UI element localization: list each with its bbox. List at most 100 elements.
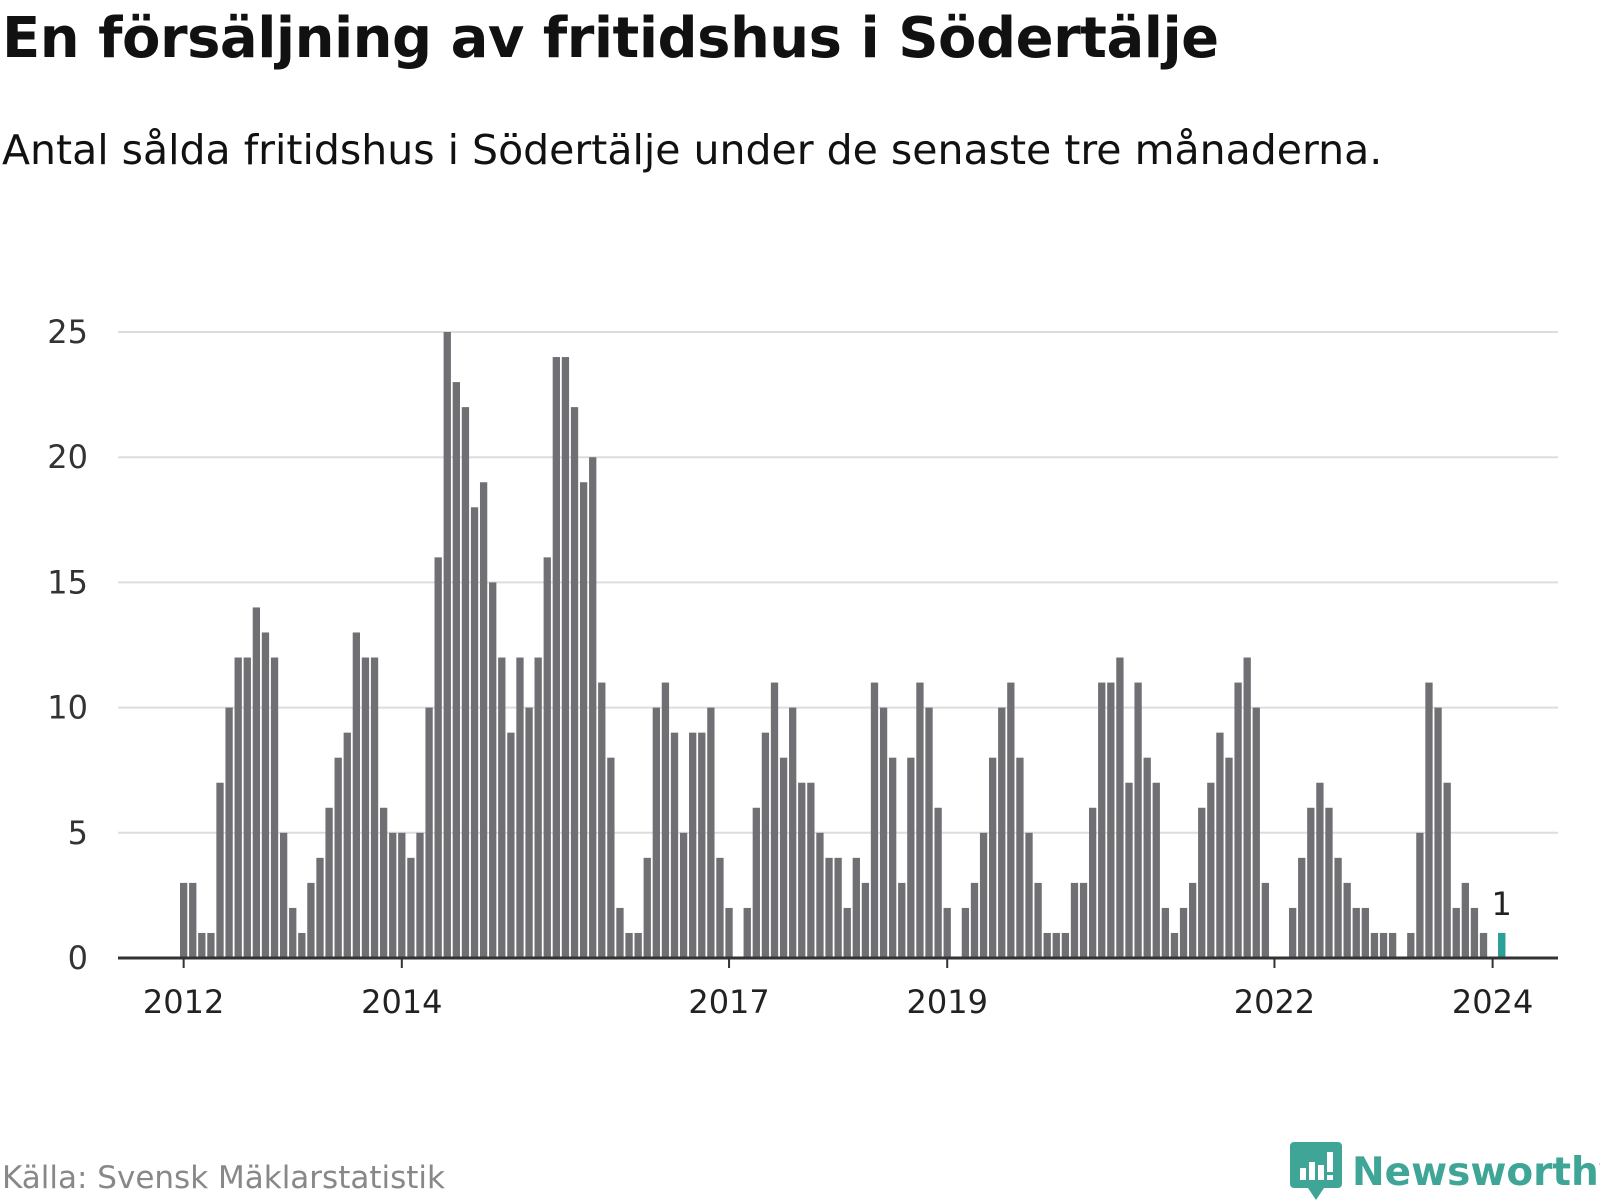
bar — [1198, 807, 1206, 958]
bar — [1443, 782, 1451, 958]
bar — [616, 907, 624, 958]
bar — [770, 682, 779, 958]
bar — [579, 482, 588, 958]
bar — [1325, 807, 1333, 958]
bar — [407, 857, 415, 958]
bar — [779, 757, 788, 958]
bar — [207, 932, 215, 958]
bar — [443, 332, 451, 958]
bar — [1052, 932, 1060, 958]
bar — [907, 757, 915, 958]
bar — [934, 807, 942, 958]
bar — [807, 782, 815, 958]
bar — [1179, 907, 1188, 958]
bar — [352, 632, 361, 958]
bar — [416, 832, 424, 958]
bar — [1361, 907, 1369, 958]
bar — [479, 482, 488, 958]
bar — [843, 907, 851, 958]
bar — [489, 582, 497, 958]
bar — [1143, 757, 1151, 958]
bar — [1388, 932, 1397, 958]
bar — [470, 507, 479, 958]
bar — [1352, 907, 1360, 958]
bar — [1007, 682, 1015, 958]
y-tick-label: 15 — [47, 563, 88, 601]
bar — [1061, 932, 1070, 958]
bar — [570, 407, 579, 958]
bar — [825, 857, 833, 958]
bar — [1425, 682, 1433, 958]
bar — [389, 832, 397, 958]
bar — [879, 707, 888, 958]
bar — [461, 407, 470, 958]
gridlines — [118, 331, 1558, 834]
bar — [816, 832, 824, 958]
bar — [1334, 857, 1342, 958]
bar — [870, 682, 879, 958]
bar — [189, 882, 197, 958]
axes — [118, 956, 1558, 968]
bar — [798, 782, 806, 958]
bar — [1152, 782, 1160, 958]
x-tick-label: 2019 — [906, 983, 987, 1021]
bar — [398, 832, 406, 958]
bar — [716, 857, 724, 958]
bar — [1370, 932, 1379, 958]
x-tick-label: 2012 — [143, 983, 224, 1021]
bars — [180, 332, 1506, 959]
bar — [1043, 932, 1051, 958]
bar — [634, 932, 642, 958]
bar — [289, 907, 297, 958]
y-tick-label: 25 — [47, 313, 88, 351]
bar — [507, 732, 515, 958]
bar — [1089, 807, 1097, 958]
bar — [307, 882, 315, 958]
bar — [789, 707, 797, 958]
bar — [607, 757, 615, 958]
highlight-data-label: 1 — [1492, 885, 1512, 923]
bar — [1188, 882, 1197, 958]
highlight-bar — [1498, 932, 1506, 958]
bar — [425, 707, 433, 958]
bar — [561, 357, 570, 958]
bar — [1170, 932, 1179, 958]
bar — [1261, 882, 1270, 958]
bar — [270, 657, 279, 958]
bar — [989, 757, 997, 958]
bar — [998, 707, 1006, 958]
bar — [1288, 907, 1297, 958]
bar — [743, 907, 751, 958]
bar — [1207, 782, 1215, 958]
bar — [1479, 932, 1488, 958]
brand-logo: Newsworthy — [1290, 1142, 1600, 1202]
bar — [898, 882, 906, 958]
bar — [434, 557, 442, 958]
bar — [834, 857, 842, 958]
bar — [361, 657, 370, 958]
y-tick-label: 0 — [68, 939, 88, 977]
bar — [325, 807, 333, 958]
bar — [979, 832, 988, 958]
bar — [1307, 807, 1315, 958]
bar — [225, 707, 233, 958]
bar — [1034, 882, 1042, 958]
bar — [670, 732, 679, 958]
bar — [1107, 682, 1115, 958]
bar — [243, 657, 251, 958]
bar — [589, 457, 597, 958]
x-tick-label: 2017 — [688, 983, 769, 1021]
bar — [1116, 657, 1124, 958]
x-tick-label: 2024 — [1452, 983, 1533, 1021]
bar — [516, 657, 524, 958]
bar — [1343, 882, 1351, 958]
bar — [598, 682, 606, 958]
bar — [1470, 907, 1479, 958]
source-note: Källa: Svensk Mäklarstatistik — [2, 1160, 445, 1196]
bar — [961, 907, 970, 958]
y-tick-label: 5 — [68, 814, 88, 852]
bar — [1434, 707, 1442, 958]
bar — [543, 557, 551, 958]
bar — [1452, 907, 1460, 958]
x-tick-label: 2014 — [361, 983, 442, 1021]
